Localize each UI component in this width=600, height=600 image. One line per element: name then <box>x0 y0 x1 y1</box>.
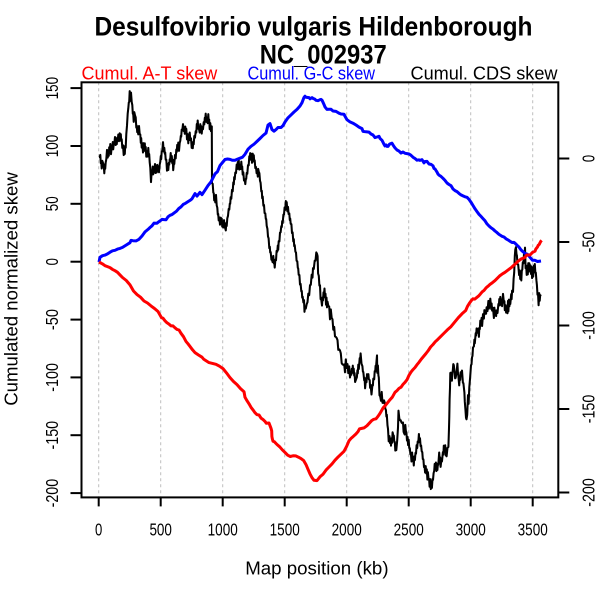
svg-text:-50: -50 <box>42 309 62 330</box>
svg-text:0: 0 <box>42 258 62 265</box>
svg-text:1500: 1500 <box>270 520 300 540</box>
svg-text:-150: -150 <box>579 395 599 424</box>
svg-text:150: 150 <box>42 77 62 100</box>
svg-text:0: 0 <box>95 520 102 540</box>
svg-text:500: 500 <box>149 520 172 540</box>
svg-text:Cumul. CDS skew: Cumul. CDS skew <box>411 64 559 84</box>
svg-text:NC_002937: NC_002937 <box>260 40 387 70</box>
svg-text:2000: 2000 <box>332 520 362 540</box>
svg-text:3000: 3000 <box>456 520 486 540</box>
svg-text:Map position (kb): Map position (kb) <box>245 558 388 579</box>
svg-text:3500: 3500 <box>518 520 548 540</box>
svg-text:-100: -100 <box>42 363 62 392</box>
svg-text:0: 0 <box>579 155 599 162</box>
svg-text:50: 50 <box>42 196 62 211</box>
svg-text:Cumul. G-C skew: Cumul. G-C skew <box>248 64 376 84</box>
svg-text:-200: -200 <box>42 479 62 508</box>
svg-text:-50: -50 <box>579 232 599 253</box>
svg-text:-100: -100 <box>579 311 599 340</box>
svg-text:Cumul. A-T skew: Cumul. A-T skew <box>82 64 219 84</box>
svg-text:Cumulated normalized skew: Cumulated normalized skew <box>1 172 22 406</box>
svg-text:1000: 1000 <box>208 520 238 540</box>
svg-text:-200: -200 <box>579 478 599 507</box>
svg-text:100: 100 <box>42 135 62 158</box>
svg-text:Desulfovibrio vulgaris Hildenb: Desulfovibrio vulgaris Hildenborough <box>95 12 533 42</box>
svg-text:2500: 2500 <box>394 520 424 540</box>
svg-text:-150: -150 <box>42 421 62 450</box>
